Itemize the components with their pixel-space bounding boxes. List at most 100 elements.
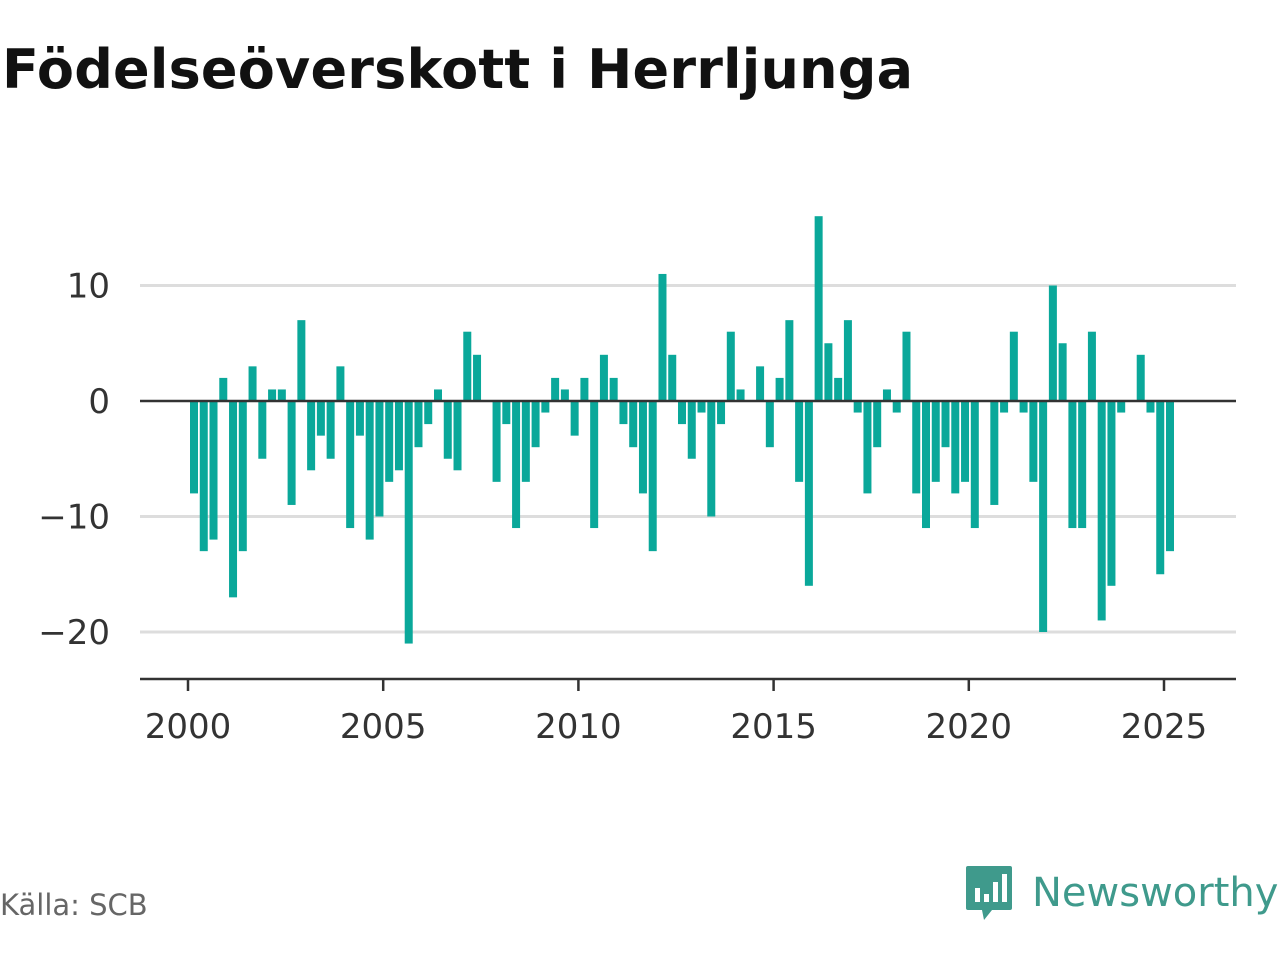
bar-2021Q1 <box>1009 331 1018 401</box>
chart-title: Födelseöverskott i Herrljunga <box>2 38 914 101</box>
bar-2001Q1 <box>229 401 238 598</box>
bar-2020Q1 <box>970 401 979 529</box>
bar-2015Q3 <box>795 401 804 482</box>
bar-2007Q1 <box>463 331 472 401</box>
x-tick-label: 2000 <box>145 707 232 747</box>
bar-2019Q3 <box>951 401 960 494</box>
bar-2009Q2 <box>551 377 560 401</box>
bar-2005Q2 <box>394 401 403 471</box>
bar-2016Q4 <box>843 320 852 401</box>
x-tick-label: 2025 <box>1121 707 1208 747</box>
bar-2021Q4 <box>1039 401 1048 632</box>
x-tick-label: 2005 <box>340 707 427 747</box>
bar-2003Q1 <box>307 401 316 471</box>
bar-2014Q1 <box>736 389 745 401</box>
bar-2024Q2 <box>1136 354 1145 401</box>
bar-2006Q3 <box>443 401 452 459</box>
brand-name: Newsworthy <box>1032 870 1279 916</box>
bar-2002Q2 <box>277 389 286 401</box>
bar-2010Q2 <box>590 401 599 529</box>
bar-2015Q4 <box>804 401 813 586</box>
bar-2005Q1 <box>385 401 394 482</box>
bar-2017Q4 <box>882 389 891 401</box>
bar-2008Q3 <box>521 401 530 482</box>
bar-2000Q3 <box>209 401 218 540</box>
bar-2007Q4 <box>492 401 501 482</box>
bar-2009Q4 <box>570 401 579 436</box>
bar-2001Q2 <box>238 401 247 552</box>
bar-2009Q1 <box>541 401 550 413</box>
bar-2017Q1 <box>853 401 862 413</box>
bar-2002Q1 <box>268 389 277 401</box>
bar-2021Q2 <box>1019 401 1028 413</box>
bar-2003Q3 <box>326 401 335 459</box>
x-tick-label: 2015 <box>730 707 817 747</box>
bar-2022Q4 <box>1078 401 1087 529</box>
bar-2020Q4 <box>1000 401 1009 413</box>
bar-2012Q2 <box>668 354 677 401</box>
bar-2003Q2 <box>316 401 325 436</box>
bar-2018Q3 <box>912 401 921 494</box>
brand-logo[interactable]: Newsworthy <box>964 864 1278 922</box>
bar-2016Q2 <box>824 343 833 401</box>
bar-2015Q2 <box>785 320 794 401</box>
bar-2023Q4 <box>1117 401 1126 413</box>
bar-2006Q2 <box>434 389 442 401</box>
bar-2010Q4 <box>609 377 618 401</box>
bar-2016Q1 <box>814 216 823 401</box>
bar-2001Q4 <box>258 401 267 459</box>
newsworthy-logo-icon <box>966 866 1012 920</box>
bar-2010Q3 <box>599 354 608 401</box>
bar-2013Q1 <box>697 401 706 413</box>
bar-2025Q1 <box>1166 401 1174 552</box>
bar-2005Q3 <box>404 401 413 644</box>
bar-2017Q3 <box>873 401 882 448</box>
bar-2012Q1 <box>658 273 667 401</box>
bar-2002Q3 <box>287 401 296 505</box>
bar-2014Q4 <box>765 401 774 448</box>
bar-2024Q3 <box>1146 401 1155 413</box>
bar-2006Q4 <box>453 401 462 471</box>
bar-2004Q1 <box>346 401 355 529</box>
bar-2012Q3 <box>678 401 686 425</box>
bar-2004Q4 <box>375 401 384 517</box>
bar-2011Q3 <box>638 401 647 494</box>
bar-2013Q4 <box>726 331 735 401</box>
bar-2018Q2 <box>902 331 911 401</box>
bar-2002Q4 <box>297 320 306 401</box>
bar-2003Q4 <box>336 366 345 401</box>
bar-2021Q3 <box>1029 401 1038 482</box>
bars <box>190 216 1174 644</box>
source-note: Källa: SCB <box>0 888 148 922</box>
bar-2011Q4 <box>648 401 657 552</box>
bar-2022Q3 <box>1068 401 1077 529</box>
bar-2008Q2 <box>512 401 521 529</box>
bar-2013Q2 <box>707 401 716 517</box>
bar-2010Q1 <box>580 377 589 401</box>
bar-2016Q3 <box>834 377 843 401</box>
bar-2000Q4 <box>219 377 228 401</box>
axes <box>140 399 1236 691</box>
bar-2018Q1 <box>892 401 901 413</box>
bar-2008Q1 <box>502 401 511 425</box>
bar-2000Q2 <box>199 401 208 552</box>
bar-2022Q1 <box>1048 285 1057 401</box>
bar-2009Q3 <box>560 389 569 401</box>
bar-2011Q2 <box>629 401 638 448</box>
bar-2022Q2 <box>1058 343 1067 401</box>
bar-2017Q2 <box>863 401 872 494</box>
bar-2024Q4 <box>1156 401 1165 575</box>
bar-2023Q3 <box>1107 401 1116 586</box>
bar-2023Q2 <box>1097 401 1106 621</box>
bar-2004Q2 <box>355 401 364 436</box>
y-tick-label: 10 <box>67 267 110 307</box>
x-tick-label: 2010 <box>535 707 622 747</box>
bar-2019Q4 <box>961 401 970 482</box>
bar-2023Q1 <box>1087 331 1096 401</box>
bar-2020Q3 <box>990 401 999 505</box>
tick-labels: 10 0 −10 −20 2000 2005 2010 2015 2020 2025 <box>38 267 1207 748</box>
bar-2013Q3 <box>717 401 726 425</box>
bar-2004Q3 <box>365 401 374 540</box>
